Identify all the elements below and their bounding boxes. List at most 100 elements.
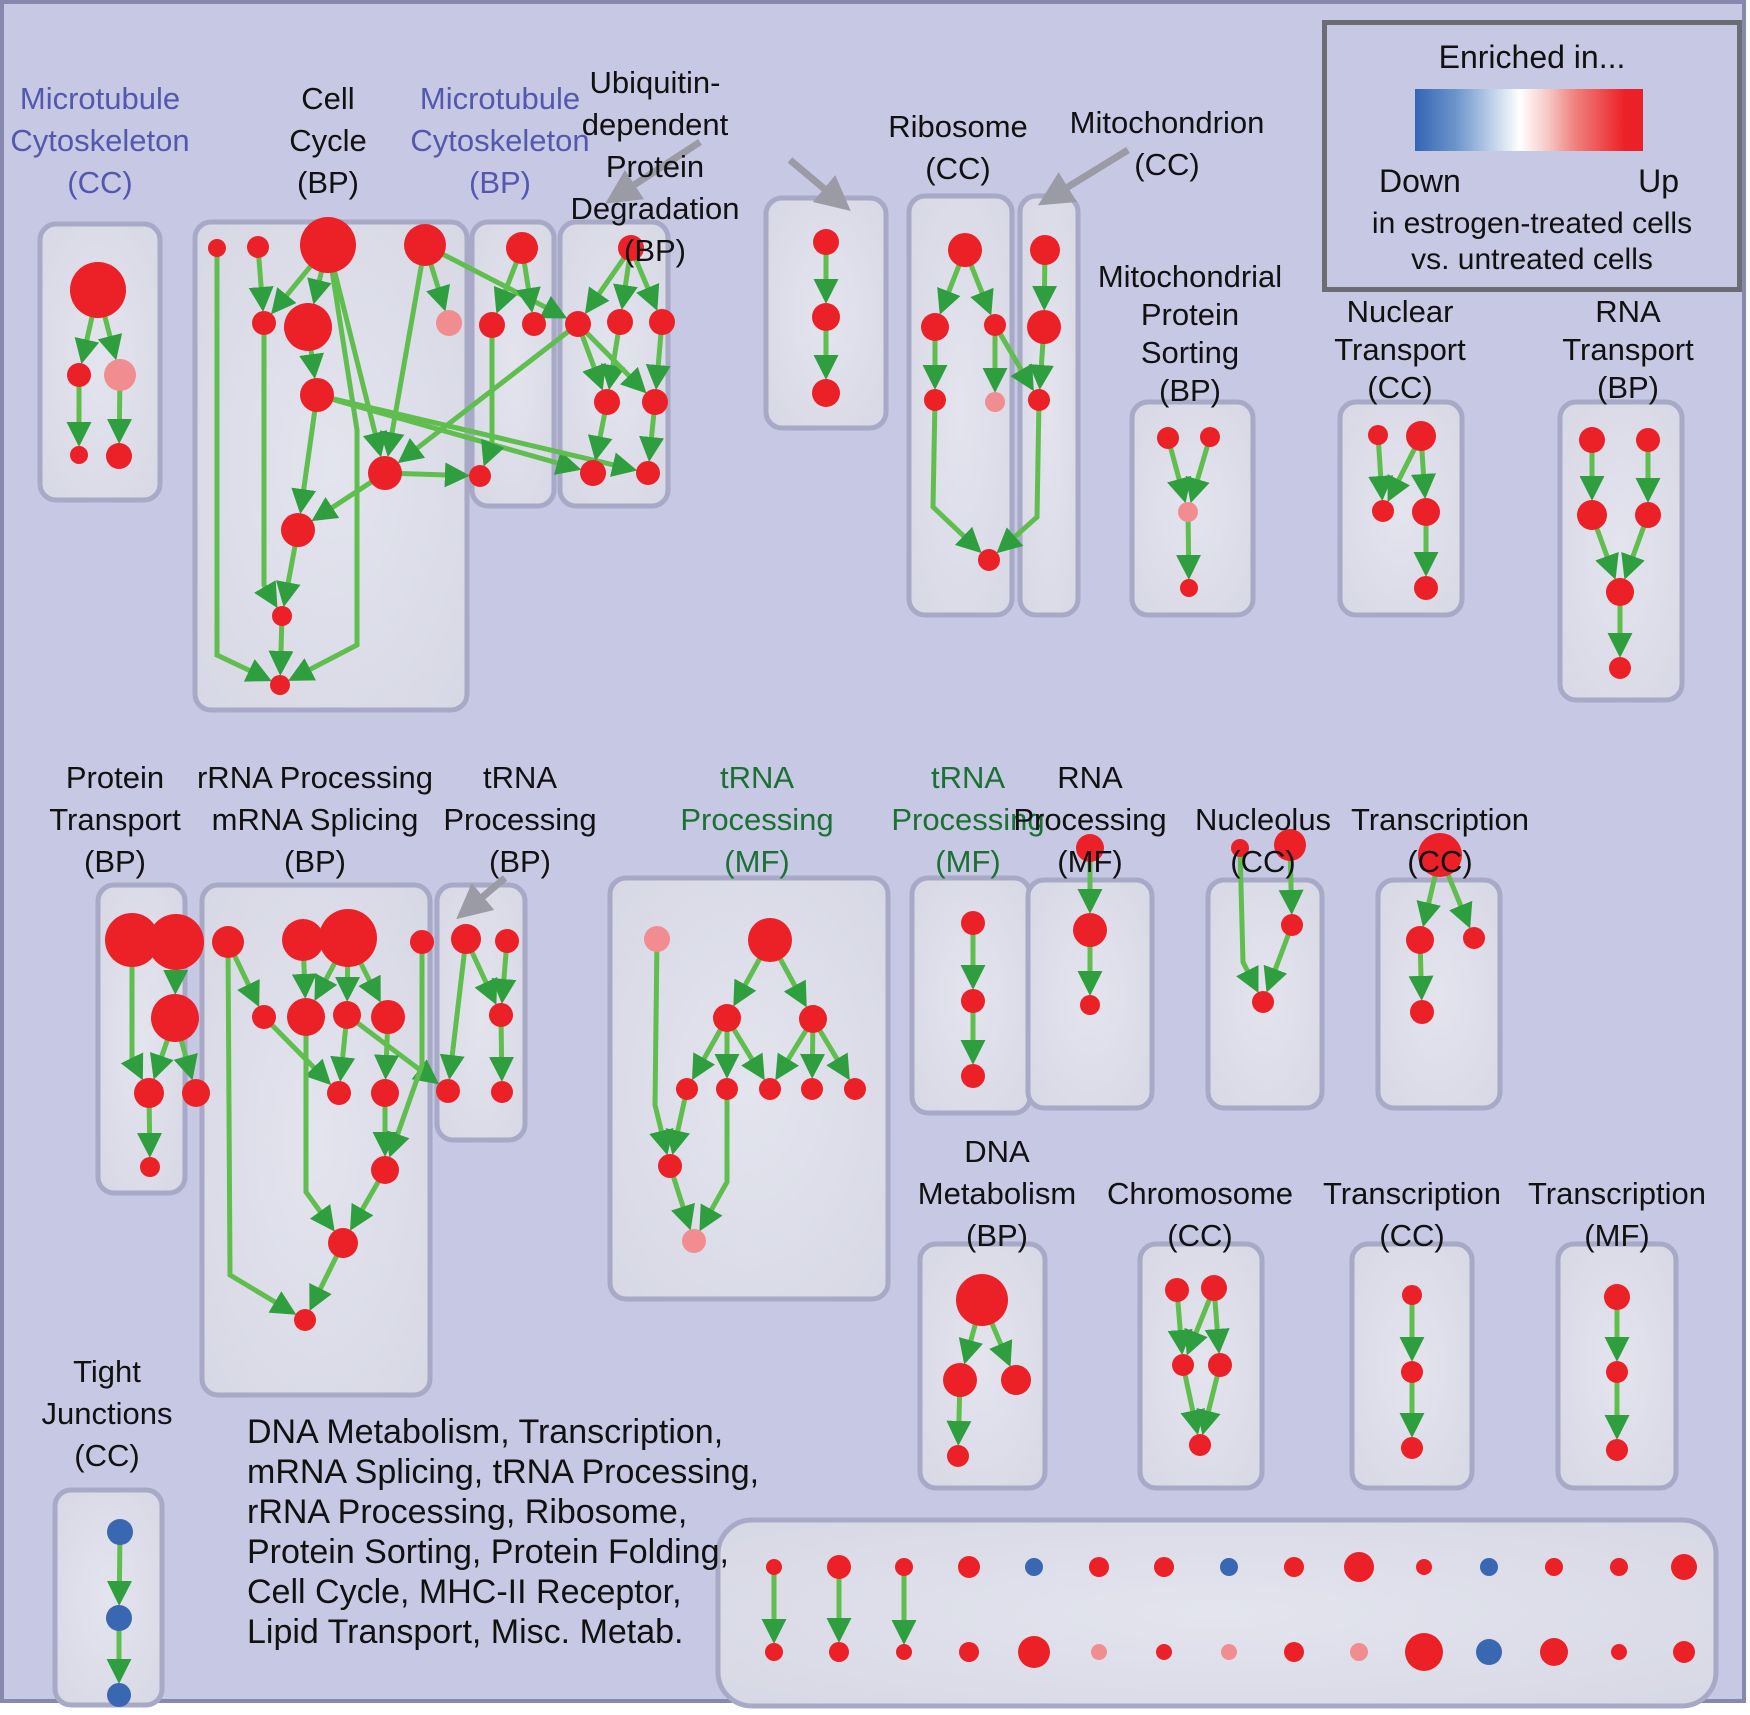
label-trna-mf-1: tRNA Processing (MF) xyxy=(547,757,967,883)
label-line: Processing xyxy=(1013,802,1167,837)
go-term-node-w8b xyxy=(1221,1644,1237,1660)
network-nodes xyxy=(67,217,1697,1707)
label-line: Metabolism xyxy=(917,1176,1077,1211)
cluster-box-nuclear-t xyxy=(1337,399,1465,618)
label-line: Transcription xyxy=(1322,1176,1502,1211)
label-line: Transcription xyxy=(1350,802,1530,837)
go-term-node-z2 xyxy=(106,1605,132,1631)
label-pointer-arrow-4 xyxy=(456,875,508,920)
label-chromosome: Chromosome (CC) xyxy=(990,1173,1410,1257)
go-term-node-s4 xyxy=(1180,579,1198,597)
go-term-node-b10 xyxy=(281,513,315,547)
go-term-node-s1 xyxy=(1157,427,1179,449)
go-term-node-d7 xyxy=(636,461,660,485)
cluster-box-chromosome xyxy=(1137,1241,1265,1491)
edge-g6-g11 xyxy=(699,1089,730,1232)
edge-b4-b9 xyxy=(379,244,428,458)
go-term-node-mc xyxy=(1606,1439,1628,1461)
go-term-node-a4 xyxy=(70,446,88,464)
label-line: Nuclear xyxy=(1346,294,1454,329)
go-term-node-b5 xyxy=(252,311,276,335)
label-line: (CC) xyxy=(74,1438,140,1473)
go-term-node-h1 xyxy=(961,911,985,935)
label-line: Sorting xyxy=(1140,335,1240,370)
label-line: Mitochondrial xyxy=(1097,259,1283,294)
go-term-node-k4 xyxy=(1410,1000,1434,1024)
label-ubiquitin: Ubiquitin-dependent Protein Degradation (BP… xyxy=(445,62,865,272)
go-term-node-i1 xyxy=(1076,834,1104,862)
go-term-node-d0 xyxy=(618,235,644,261)
label-line: (CC) xyxy=(1230,844,1296,879)
label-line: Protein xyxy=(605,149,705,184)
label-line: (BP) xyxy=(624,233,686,268)
go-term-node-p3 xyxy=(151,994,199,1042)
label-line: (CC) xyxy=(1367,370,1433,405)
go-term-node-tc xyxy=(1401,1437,1423,1459)
go-term-node-w12b xyxy=(1476,1639,1502,1665)
label-transcription-mf: Transcription (MF) xyxy=(1407,1173,1750,1257)
label-line: (CC) xyxy=(925,151,991,186)
go-term-node-k1 xyxy=(1418,833,1462,877)
go-term-node-w6t xyxy=(1089,1557,1109,1577)
label-mitochondrion: Mitochondrion (CC) xyxy=(957,102,1377,186)
go-term-node-x0b xyxy=(495,929,519,953)
label-nuclear-transport: Nuclear Transport (CC) xyxy=(1190,293,1610,407)
label-line: (BP) xyxy=(966,1218,1028,1253)
label-line: (CC) xyxy=(1379,1218,1445,1253)
go-term-node-w6b xyxy=(1091,1644,1107,1660)
cluster-box-rna-t xyxy=(1557,399,1685,703)
label-line: Protein xyxy=(65,760,165,795)
go-term-node-w12t xyxy=(1480,1558,1498,1576)
go-term-node-u1 xyxy=(813,229,839,255)
label-line: Tight xyxy=(73,1354,141,1389)
go-term-node-b11 xyxy=(272,606,292,626)
go-term-node-b4 xyxy=(404,224,446,266)
go-term-node-g7 xyxy=(759,1078,781,1100)
go-term-node-n3 xyxy=(1372,500,1394,522)
edge-p1-p4 xyxy=(120,940,144,1081)
label-line: Cytoskeleton xyxy=(10,123,190,158)
footnote-line: Protein Sorting, Protein Folding, xyxy=(247,1533,729,1571)
cluster-box-trans-cc-2 xyxy=(1375,877,1503,1111)
go-term-node-g9 xyxy=(844,1078,866,1100)
label-dna-metabolism: DNA Metabolism (BP) xyxy=(787,1131,1207,1257)
go-term-node-ce xyxy=(1189,1434,1211,1456)
go-term-node-x2 xyxy=(491,1081,513,1103)
go-term-node-t6 xyxy=(1609,657,1631,679)
footnote-line: mRNA Splicing, tRNA Processing, xyxy=(247,1453,760,1491)
label-line: Mitochondrion xyxy=(1069,105,1265,140)
go-term-node-w2b xyxy=(829,1642,849,1662)
go-term-node-w5t xyxy=(1025,1558,1043,1576)
go-term-node-k2 xyxy=(1406,926,1434,954)
label-pointer-arrows xyxy=(456,139,1130,920)
edge-q7-x1 xyxy=(345,1013,440,1085)
label-line: Microtubule xyxy=(419,81,581,116)
edge-j1-j4 xyxy=(1236,847,1259,993)
go-term-node-w13b xyxy=(1540,1638,1568,1666)
go-term-node-r2 xyxy=(921,313,949,341)
edge-q6-q12 xyxy=(303,1017,335,1232)
go-term-node-i3 xyxy=(1080,995,1100,1015)
go-term-node-w8t xyxy=(1220,1558,1238,1576)
label-transcription-cc-3: Transcription (CC) xyxy=(1202,1173,1622,1257)
label-line: Nucleolus xyxy=(1194,802,1332,837)
go-term-node-c2 xyxy=(479,312,505,338)
label-line: (MF) xyxy=(724,844,790,879)
go-term-node-w4b xyxy=(959,1642,979,1662)
go-term-node-g4 xyxy=(799,1005,827,1033)
label-line: Transport xyxy=(1334,332,1466,367)
go-term-node-q1 xyxy=(212,926,244,958)
label-microtubule-bp: Microtubule Cytoskeleton (BP) xyxy=(290,78,710,204)
go-term-node-w14b xyxy=(1611,1644,1627,1660)
label-line: tRNA xyxy=(930,760,1006,795)
go-term-node-a1 xyxy=(70,262,126,318)
go-term-node-p6 xyxy=(140,1157,160,1177)
go-term-node-q13 xyxy=(294,1309,316,1331)
label-cell-cycle: Cell Cycle (BP) xyxy=(118,78,538,204)
label-line: (CC) xyxy=(1167,1218,1233,1253)
label-line: (CC) xyxy=(67,165,133,200)
go-term-node-q12 xyxy=(328,1228,358,1258)
label-line: RNA xyxy=(1057,760,1123,795)
go-term-node-mb xyxy=(1606,1361,1628,1383)
label-line: Transcription xyxy=(1527,1176,1707,1211)
